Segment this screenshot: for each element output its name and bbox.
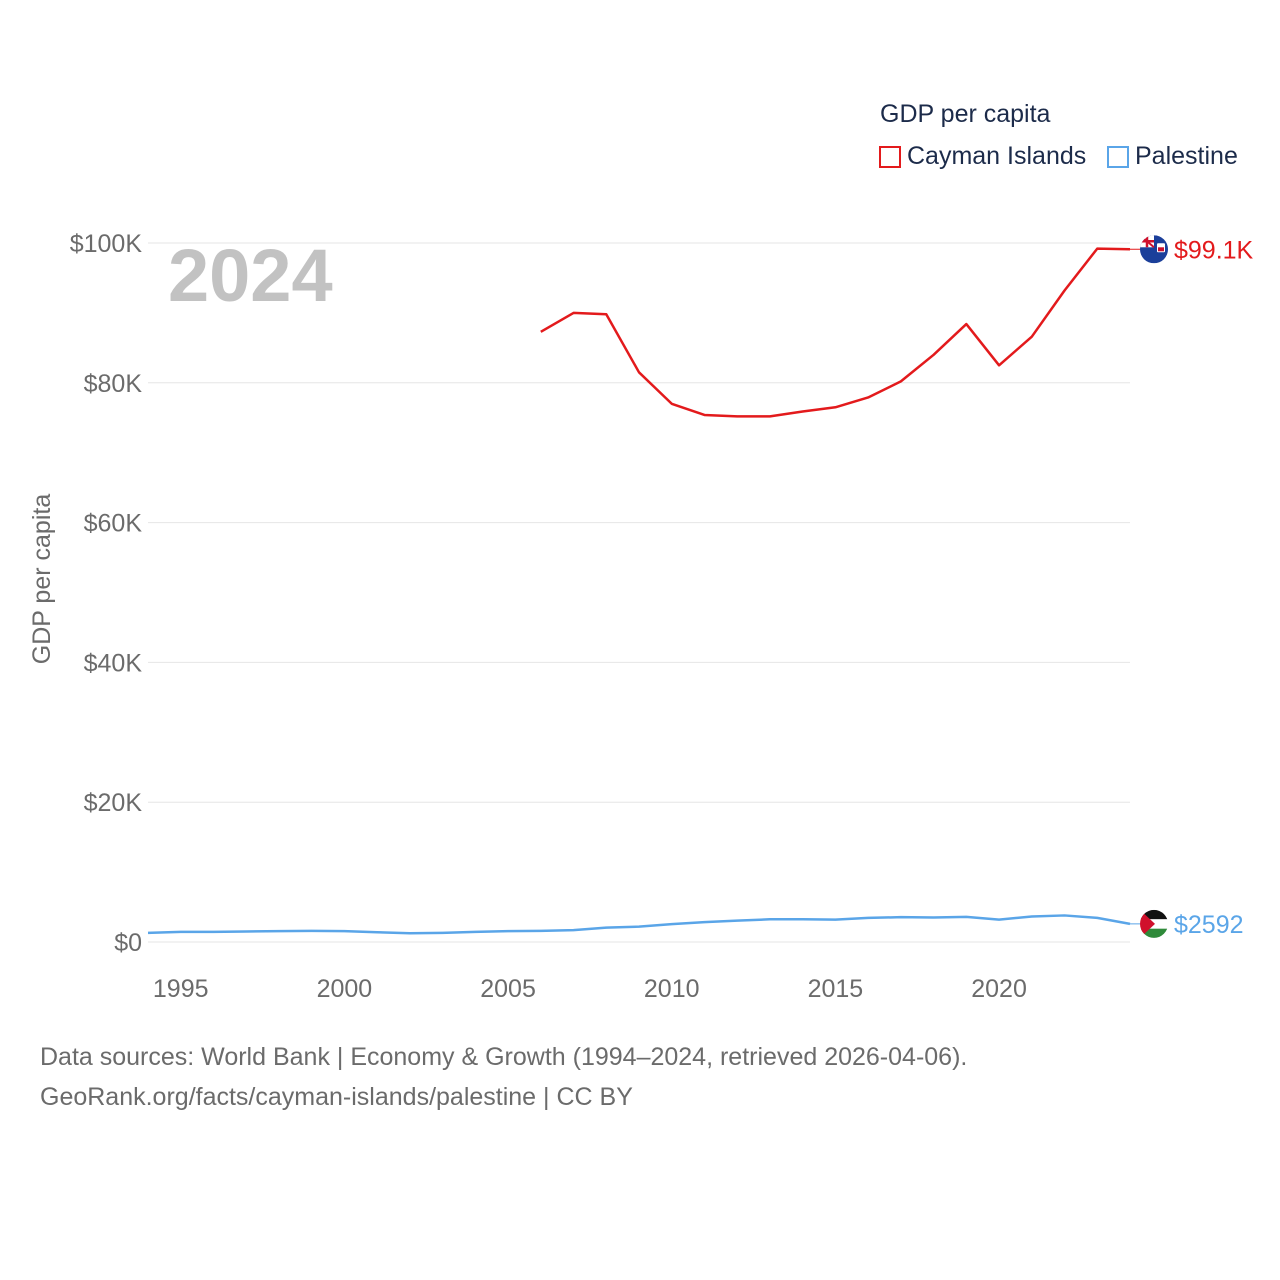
footer-attribution: GeoRank.org/facts/cayman-islands/palesti… — [40, 1083, 633, 1111]
legend-label-cayman-islands: Cayman Islands — [907, 142, 1087, 170]
y-axis-ticks: $0 $20K $40K $60K $80K $100K — [70, 230, 143, 957]
y-tick-label: $20K — [84, 789, 143, 817]
legend-label-palestine: Palestine — [1135, 142, 1238, 170]
y-tick-label: $40K — [84, 649, 143, 677]
y-tick-label: $60K — [84, 510, 143, 538]
legend-item-cayman-islands[interactable]: Cayman Islands — [879, 142, 1086, 171]
palestine-flag-icon — [1140, 909, 1168, 938]
current-year-label: 2024 — [168, 234, 333, 317]
legend-item-palestine[interactable]: Palestine — [1107, 142, 1238, 171]
x-tick-label: 2015 — [808, 975, 864, 1003]
x-axis-ticks: 1995 2000 2005 2010 2015 2020 — [153, 975, 1027, 1003]
y-tick-label: $0 — [114, 929, 142, 957]
end-flags: $99.1K $2592 — [1140, 235, 1254, 939]
x-tick-label: 2000 — [317, 975, 373, 1003]
x-tick-label: 2005 — [480, 975, 536, 1003]
x-tick-label: 2010 — [644, 975, 700, 1003]
cayman-islands-swatch — [879, 145, 901, 168]
y-axis-label: GDP per capita — [28, 494, 56, 665]
series-line-palestine[interactable] — [147, 914, 1131, 935]
legend-title: GDP per capita — [880, 100, 1051, 128]
end-value-label-cayman-islands: $99.1K — [1174, 236, 1254, 264]
gridlines — [148, 242, 1130, 943]
footer-sources: Data sources: World Bank | Economy & Gro… — [40, 1043, 968, 1071]
series-group — [147, 247, 1154, 935]
end-value-label-palestine: $2592 — [1174, 911, 1244, 939]
series-line-cayman-islands[interactable] — [540, 247, 1131, 418]
palestine-swatch — [1107, 145, 1129, 168]
cayman-islands-flag-icon — [1140, 235, 1168, 264]
y-tick-label: $100K — [70, 230, 143, 258]
x-tick-label: 1995 — [153, 975, 209, 1003]
y-tick-label: $80K — [84, 370, 143, 398]
x-tick-label: 2020 — [971, 975, 1027, 1003]
